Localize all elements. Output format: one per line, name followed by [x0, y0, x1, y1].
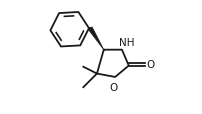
Polygon shape [88, 28, 103, 50]
Text: O: O [146, 59, 154, 69]
Text: O: O [109, 82, 118, 92]
Text: NH: NH [118, 38, 134, 48]
